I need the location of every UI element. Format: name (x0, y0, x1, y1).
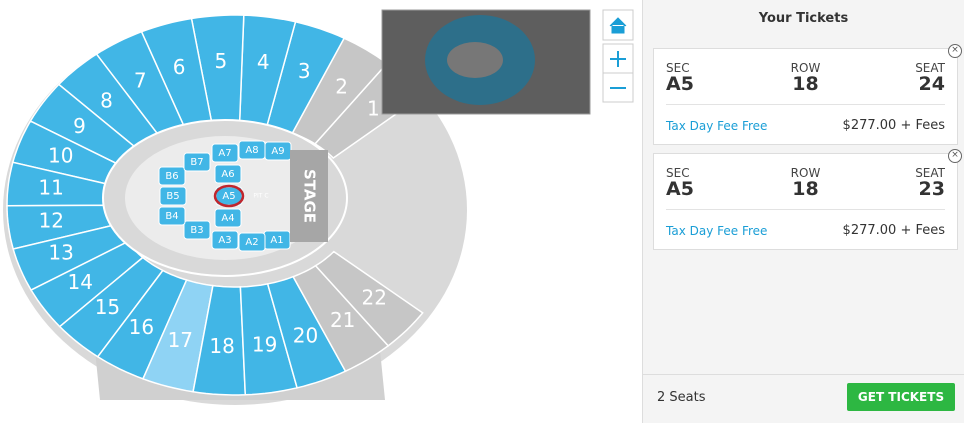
section-label: 6 (173, 55, 186, 79)
remove-ticket[interactable]: × (948, 149, 962, 163)
minimap-floor (447, 42, 503, 78)
row-label: ROW (790, 61, 821, 75)
minimap[interactable] (381, 9, 591, 115)
floor-section-label: B6 (165, 171, 178, 182)
section-label: 8 (100, 89, 113, 113)
selected-marker (213, 184, 245, 208)
section-label: 22 (361, 286, 386, 310)
section-label: 10 (48, 144, 73, 168)
price: $277.00 + Fees (842, 118, 945, 133)
section-label: 15 (95, 295, 120, 319)
section-label: 19 (252, 333, 277, 357)
row-label: ROW (790, 166, 821, 180)
floor-section[interactable] (159, 186, 187, 206)
section-label: 5 (214, 49, 227, 73)
seat-value: 24 (918, 73, 945, 95)
card-divider (666, 209, 945, 210)
footer-divider (643, 374, 964, 375)
section-label: 17 (168, 328, 193, 352)
remove-ticket[interactable]: × (948, 44, 962, 58)
zoom-controls (602, 9, 634, 103)
floor-section-label: A7 (218, 148, 231, 159)
section-label: 21 (330, 308, 355, 332)
row-value: 18 (792, 73, 819, 95)
section-label: 12 (39, 208, 64, 232)
floor-section[interactable] (158, 206, 186, 226)
section-label: 14 (67, 270, 92, 294)
sec-value: A5 (666, 178, 694, 200)
floor-section[interactable] (183, 152, 211, 172)
ticket-card: × SEC A5 ROW 18 SEAT 23 Tax Day Fee Free $277.00… (653, 149, 962, 250)
floor-section[interactable] (158, 166, 186, 186)
seat-label: SEAT (915, 166, 945, 180)
stage-label: STAGE (301, 169, 319, 223)
floor-section-label: B4 (165, 211, 178, 222)
section-label: 2 (335, 75, 348, 99)
promo: Tax Day Fee Free (666, 119, 768, 133)
floor-section-label: B7 (190, 157, 203, 168)
seat-label: SEAT (915, 61, 945, 75)
section-label: 9 (73, 114, 86, 138)
section-label: 4 (257, 50, 270, 74)
floor-section-label: A1 (270, 235, 283, 246)
zoom-in[interactable] (610, 51, 626, 67)
section[interactable] (314, 250, 424, 347)
row-value: 18 (792, 178, 819, 200)
floor-section[interactable] (183, 220, 211, 240)
pit-label: PIT C (253, 193, 268, 200)
stage (290, 150, 328, 242)
floor-section[interactable] (211, 230, 239, 250)
floor-section[interactable] (214, 164, 242, 184)
floor-section-label: A4 (221, 213, 234, 224)
sec-label: SEC (666, 61, 690, 75)
section-label: 3 (298, 59, 311, 83)
sec-label: SEC (666, 166, 690, 180)
floor-section-label: B3 (190, 225, 203, 236)
panel-title: Your Tickets (758, 11, 849, 26)
floor-section[interactable] (214, 208, 242, 228)
home-icon (609, 17, 627, 34)
section-label: 18 (209, 334, 234, 358)
section-label: 7 (134, 69, 147, 93)
floor-section[interactable] (211, 143, 239, 163)
section-label: 20 (293, 324, 318, 348)
floor-section-label: B5 (166, 191, 179, 202)
floor-section-label: A3 (218, 235, 231, 246)
section-label: 11 (38, 176, 63, 200)
card-divider (666, 104, 945, 105)
floor-section-label: A2 (245, 237, 258, 248)
floor-section-label: A8 (245, 145, 258, 156)
floor-section-label: A6 (221, 169, 234, 180)
promo: Tax Day Fee Free (666, 224, 768, 238)
ticket-card: × SEC A5 ROW 18 SEAT 24 Tax Day Fee Free $277.00… (653, 44, 962, 145)
floor-section[interactable] (238, 232, 266, 252)
price: $277.00 + Fees (842, 223, 945, 238)
seat-count: 2 Seats (657, 390, 706, 405)
section-label: 13 (48, 240, 73, 264)
floor-section-label: A9 (271, 146, 284, 157)
floor-section-label: A5 (222, 191, 235, 202)
sec-value: A5 (666, 73, 694, 95)
section-label: 1 (367, 97, 380, 121)
floor-sections: A1 A2 A3 A4 A5 A6 A7 A8 A9 B3 B4 B5 B6 B7 (158, 140, 292, 252)
get-tickets-button[interactable]: GET TICKETS (847, 383, 955, 411)
tickets-panel: Your Tickets × SEC A5 ROW 18 SEAT 24 Tax Day Fe… (642, 0, 964, 423)
section-label: 16 (129, 315, 154, 339)
seat-value: 23 (918, 178, 945, 200)
